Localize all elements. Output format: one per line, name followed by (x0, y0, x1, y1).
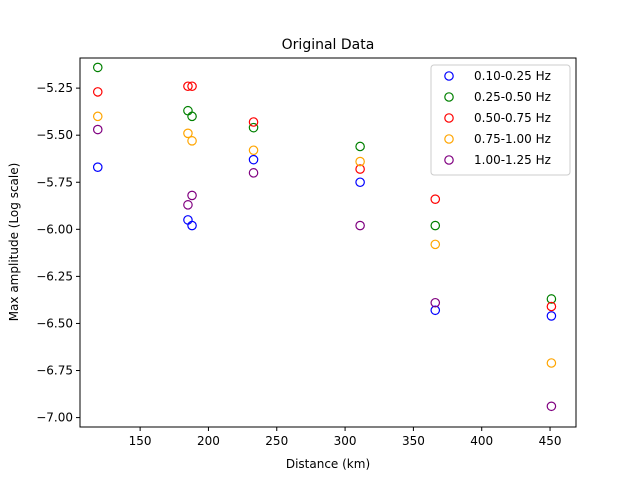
legend-label: 0.50-0.75 Hz (474, 111, 551, 125)
x-axis: 150 200 250 300 350 400 450 (129, 427, 562, 448)
data-point (430, 305, 441, 316)
y-tick-label: −6.00 (36, 222, 73, 236)
data-point (430, 220, 441, 231)
data-point (546, 401, 557, 412)
legend-label: 0.10-0.25 Hz (474, 69, 551, 83)
legend: 0.10-0.25 Hz 0.25-0.50 Hz 0.50-0.75 Hz 0.75… (430, 64, 571, 176)
data-point (187, 81, 197, 92)
data-point (248, 154, 259, 165)
data-point (183, 81, 193, 92)
data-point (430, 194, 441, 204)
data-point (183, 105, 193, 116)
chart-title: Original Data (282, 37, 375, 53)
data-point (187, 190, 197, 201)
x-tick-label: 450 (539, 434, 562, 448)
data-point (187, 111, 197, 122)
y-axis-title: Max amplitude (Log scale) (7, 163, 21, 322)
legend-label: 0.25-0.50 Hz (474, 90, 551, 104)
x-tick-label: 200 (197, 434, 220, 448)
legend-marker (444, 155, 454, 165)
data-point (187, 220, 197, 231)
x-tick-label: 250 (265, 434, 288, 448)
data-point (355, 177, 365, 188)
y-tick-label: −5.50 (36, 128, 73, 142)
data-point (355, 220, 365, 231)
y-tick-label: −6.25 (36, 269, 73, 283)
data-point (92, 124, 103, 135)
legend-marker (444, 113, 454, 123)
plot-frame (79, 57, 577, 428)
data-point (183, 128, 193, 139)
data-point (248, 117, 259, 127)
y-tick-label: −7.00 (36, 411, 73, 425)
y-tick-label: −6.50 (36, 316, 73, 330)
data-point (92, 111, 103, 122)
data-point (248, 145, 259, 156)
data-point (248, 168, 259, 178)
legend-marker (444, 134, 454, 144)
legend-marker (444, 71, 454, 81)
data-point (430, 297, 441, 308)
y-axis: −7.00 −6.75 −6.50 −6.25 −6.00 −5.75 −5.50 −5.25 (36, 81, 80, 425)
x-tick-label: 300 (334, 434, 357, 448)
data-point (92, 62, 103, 73)
data-point (355, 164, 365, 174)
plot-marks (92, 62, 557, 412)
x-tick-label: 350 (402, 434, 425, 448)
x-tick-label: 400 (470, 434, 493, 448)
legend-marker (444, 92, 454, 102)
data-point (546, 311, 557, 321)
data-point (546, 294, 557, 304)
data-point (92, 162, 103, 172)
data-point (183, 200, 193, 210)
legend-label: 1.00-1.25 Hz (474, 153, 551, 167)
x-tick-label: 150 (129, 434, 152, 448)
y-tick-label: −5.75 (36, 175, 73, 189)
y-tick-label: −6.75 (36, 364, 73, 378)
data-point (92, 87, 103, 97)
data-point (546, 358, 557, 368)
data-point (355, 141, 365, 152)
legend-box (430, 64, 571, 176)
data-point (355, 156, 365, 167)
x-axis-title: Distance (km) (286, 457, 370, 471)
data-point (546, 301, 557, 312)
data-point (187, 136, 197, 146)
data-point (183, 215, 193, 225)
legend-label: 0.75-1.00 Hz (474, 132, 551, 146)
y-tick-label: −5.25 (36, 81, 73, 95)
data-point (248, 122, 259, 133)
data-point (430, 239, 441, 250)
